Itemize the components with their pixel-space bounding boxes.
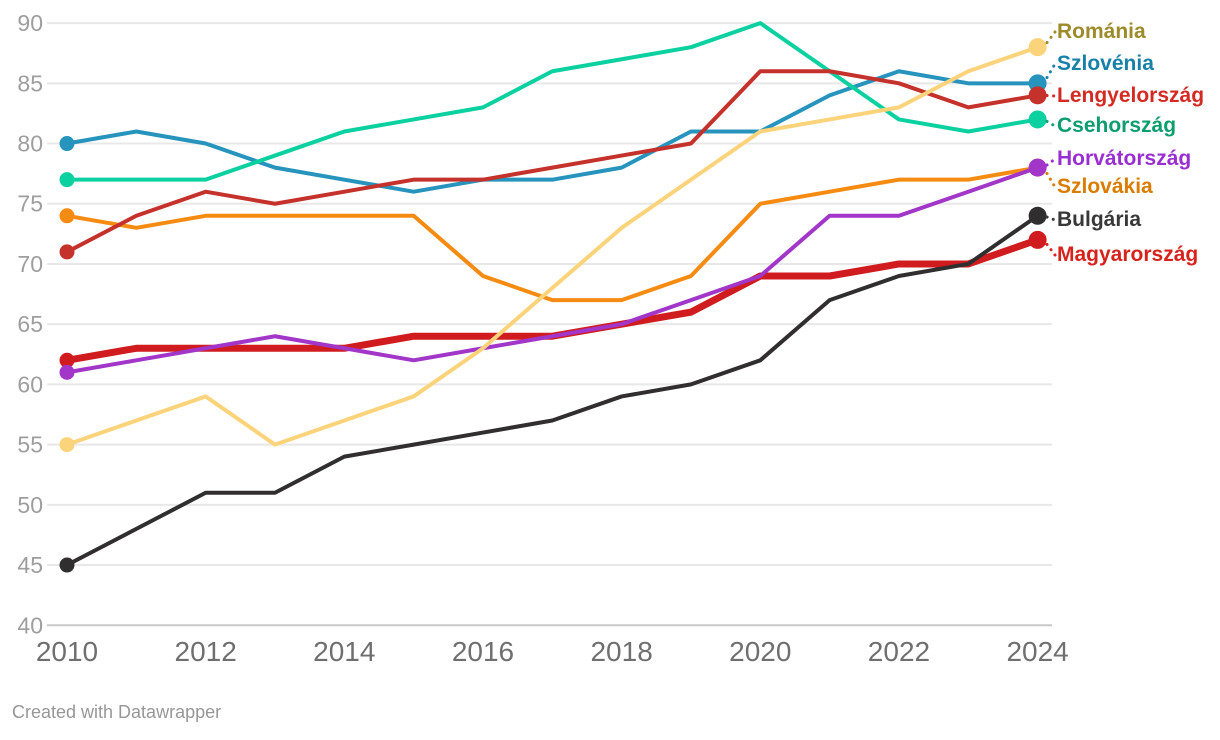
start-dot-Szlovákia xyxy=(59,208,75,224)
start-dot-Horvátország xyxy=(59,364,75,380)
x-axis-tick-label: 2022 xyxy=(868,636,930,667)
y-axis-tick-label: 70 xyxy=(17,251,43,277)
datawrapper-credit-link[interactable]: Created with Datawrapper xyxy=(12,702,222,722)
start-dot-Szlovénia xyxy=(59,136,75,152)
line-Horvátország xyxy=(65,165,1040,375)
y-axis-tick-label: 55 xyxy=(17,432,43,458)
y-axis-tick-label: 40 xyxy=(17,612,43,638)
series-label-horvatorszag: Horvátország xyxy=(1057,147,1192,170)
start-dot-Románia xyxy=(59,437,75,453)
x-axis-tick-label: 2020 xyxy=(729,636,791,667)
y-axis-tick-label: 50 xyxy=(17,492,43,518)
series-label-szlovenia: Szlovénia xyxy=(1057,52,1154,75)
line-Bulgária xyxy=(65,213,1040,568)
y-axis-tick-label: 90 xyxy=(17,10,43,36)
start-dot-Csehország xyxy=(59,172,75,188)
x-axis-tick-label: 2010 xyxy=(36,636,98,667)
x-axis-tick-label: 2018 xyxy=(590,636,652,667)
y-axis-tick-label: 60 xyxy=(17,371,43,397)
line-Románia xyxy=(65,45,1040,447)
y-axis-tick-label: 45 xyxy=(17,552,43,578)
series-label-csehorszag: Csehország xyxy=(1057,114,1177,137)
label-connector-Magyarország xyxy=(1045,242,1057,257)
series-label-bulgaria: Bulgária xyxy=(1057,208,1142,231)
x-axis-tick-label: 2012 xyxy=(175,636,237,667)
end-dot-Románia xyxy=(1028,38,1047,57)
start-dot-Lengyelország xyxy=(59,244,75,260)
y-axis-tick-label: 75 xyxy=(17,191,43,217)
label-connector-Szlovákia xyxy=(1045,171,1057,189)
line-Szlovénia xyxy=(65,69,1040,194)
y-axis-tick-label: 85 xyxy=(17,70,43,96)
label-connector-Szlovénia xyxy=(1045,62,1057,80)
series-label-magyarorszag: Magyarország xyxy=(1057,243,1199,266)
line-Lengyelország xyxy=(65,69,1040,254)
label-connector-Bulgária xyxy=(1045,215,1057,222)
label-connector-Románia xyxy=(1045,30,1057,45)
start-dot-Magyarország xyxy=(59,352,75,368)
y-axis-tick-label: 65 xyxy=(17,311,43,337)
end-dot-Lengyelország xyxy=(1028,86,1047,105)
x-axis-tick-label: 2014 xyxy=(313,636,375,667)
series-label-szlovakia: Szlovákia xyxy=(1057,175,1153,198)
end-dot-Csehország xyxy=(1028,110,1047,129)
line-Szlovákia xyxy=(65,165,1040,303)
series-label-romania: Románia xyxy=(1057,20,1146,43)
y-axis-tick-label: 80 xyxy=(17,131,43,157)
series-label-lengyelorszag: Lengyelország xyxy=(1057,84,1205,107)
x-axis-tick-label: 2024 xyxy=(1006,636,1068,667)
end-dot-Magyarország xyxy=(1028,230,1047,249)
x-axis-tick-label: 2016 xyxy=(452,636,514,667)
start-dot-Bulgária xyxy=(59,557,75,573)
end-dot-Bulgária xyxy=(1028,206,1047,225)
label-connector-Csehország xyxy=(1045,119,1057,128)
label-connector-Horvátország xyxy=(1045,157,1057,167)
line-Csehország xyxy=(65,21,1040,182)
end-dot-Horvátország xyxy=(1028,158,1047,177)
